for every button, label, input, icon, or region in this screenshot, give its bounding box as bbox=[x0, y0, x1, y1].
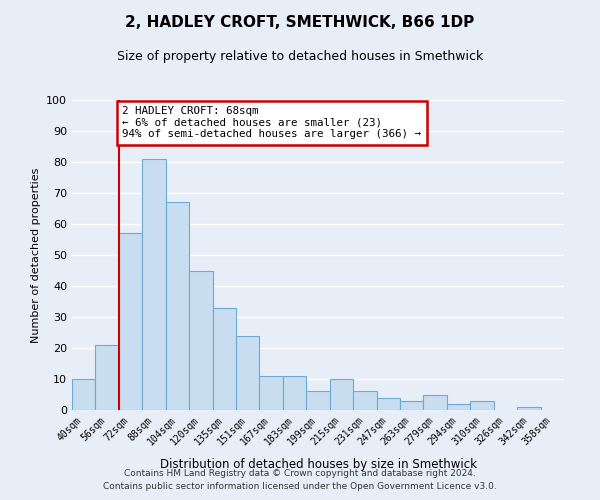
Text: 2 HADLEY CROFT: 68sqm
← 6% of detached houses are smaller (23)
94% of semi-detac: 2 HADLEY CROFT: 68sqm ← 6% of detached h… bbox=[122, 106, 421, 140]
Bar bbox=[212, 308, 236, 410]
Bar bbox=[517, 407, 541, 410]
Text: Contains public sector information licensed under the Open Government Licence v3: Contains public sector information licen… bbox=[103, 482, 497, 491]
Text: Size of property relative to detached houses in Smethwick: Size of property relative to detached ho… bbox=[117, 50, 483, 63]
Bar bbox=[236, 336, 259, 410]
Text: 2, HADLEY CROFT, SMETHWICK, B66 1DP: 2, HADLEY CROFT, SMETHWICK, B66 1DP bbox=[125, 15, 475, 30]
Bar bbox=[142, 159, 166, 410]
Bar bbox=[377, 398, 400, 410]
Bar bbox=[95, 345, 119, 410]
Bar bbox=[353, 392, 377, 410]
Bar bbox=[447, 404, 470, 410]
Bar bbox=[259, 376, 283, 410]
Bar bbox=[119, 234, 142, 410]
Y-axis label: Number of detached properties: Number of detached properties bbox=[31, 168, 41, 342]
Bar bbox=[189, 270, 212, 410]
Text: Contains HM Land Registry data © Crown copyright and database right 2024.: Contains HM Land Registry data © Crown c… bbox=[124, 468, 476, 477]
Bar bbox=[330, 379, 353, 410]
Bar bbox=[166, 202, 189, 410]
Bar bbox=[283, 376, 306, 410]
Bar bbox=[470, 400, 494, 410]
X-axis label: Distribution of detached houses by size in Smethwick: Distribution of detached houses by size … bbox=[160, 458, 476, 471]
Bar bbox=[424, 394, 447, 410]
Bar bbox=[72, 379, 95, 410]
Bar bbox=[400, 400, 424, 410]
Bar bbox=[306, 392, 330, 410]
